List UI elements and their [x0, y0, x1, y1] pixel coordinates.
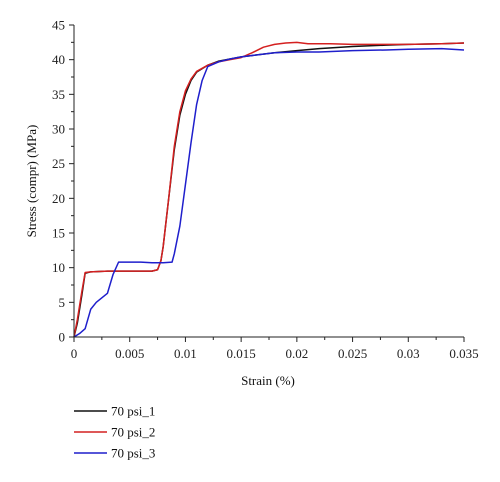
y-tick-label: 5	[59, 295, 66, 310]
x-tick-label: 0	[71, 346, 78, 361]
y-tick-label: 25	[52, 156, 65, 171]
x-tick-label: 0.015	[227, 346, 256, 361]
y-axis-label: Stress (compr) (MPa)	[24, 125, 39, 238]
y-tick-label: 10	[52, 260, 65, 275]
legend-label-3: 70 psi_3	[111, 446, 155, 461]
y-tick-label: 0	[59, 330, 66, 345]
series-line-3	[73, 47, 465, 338]
y-tick-label: 35	[52, 87, 65, 102]
x-tick-label: 0.03	[397, 346, 420, 361]
series-line-1	[73, 42, 465, 338]
y-tick-label: 30	[52, 122, 65, 137]
axes	[73, 25, 464, 338]
x-tick-label: 0.035	[449, 346, 478, 361]
y-ticks: 0 5 10 15 20 25 30 35 40 45	[52, 18, 74, 345]
x-tick-label: 0.02	[285, 346, 308, 361]
legend-label-2: 70 psi_2	[111, 425, 155, 440]
legend-label-1: 70 psi_1	[111, 404, 155, 419]
series-line-2	[73, 41, 465, 338]
y-tick-label: 45	[52, 18, 65, 33]
x-tick-label: 0.025	[338, 346, 367, 361]
y-tick-label: 15	[52, 226, 65, 241]
plot-lines	[73, 41, 465, 338]
y-tick-label: 40	[52, 52, 65, 67]
x-tick-label: 0.005	[115, 346, 144, 361]
legend: 70 psi_1 70 psi_2 70 psi_3	[74, 404, 155, 461]
y-tick-label: 20	[52, 191, 65, 206]
x-ticks: 0 0.005 0.01 0.015 0.02 0.025 0.03 0.035	[71, 337, 479, 361]
x-tick-label: 0.01	[174, 346, 197, 361]
x-axis-label: Strain (%)	[241, 373, 295, 388]
